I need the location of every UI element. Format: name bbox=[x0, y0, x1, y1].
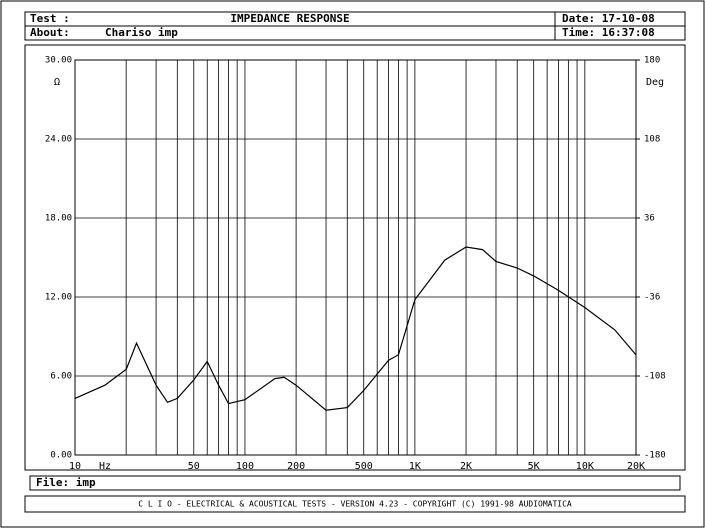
x-tick-label: 20K bbox=[627, 461, 645, 472]
banner-box bbox=[24, 495, 686, 513]
banner: C L I O - ELECTRICAL & ACOUSTICAL TESTS … bbox=[138, 500, 572, 509]
file-box bbox=[29, 475, 681, 491]
about-text: Chariso imp bbox=[105, 26, 178, 39]
date: Date: 17-10-08 bbox=[562, 12, 655, 25]
x-tick-label: 2K bbox=[460, 461, 472, 472]
x-tick-label: 1K bbox=[409, 461, 421, 472]
y-tick-label: 24.00 bbox=[45, 135, 72, 145]
y-unit: Ω bbox=[54, 77, 60, 88]
y-tick-label: 30.00 bbox=[45, 56, 72, 66]
x-tick-label: 100 bbox=[236, 461, 254, 472]
x-tick-label: 10K bbox=[576, 461, 594, 472]
test-label: Test : bbox=[30, 12, 70, 25]
y2-tick-label: 36 bbox=[644, 214, 655, 224]
time: Time: 16:37:08 bbox=[562, 26, 655, 39]
y-tick-label: 18.00 bbox=[45, 214, 72, 224]
file-name: File: imp bbox=[36, 476, 96, 489]
y-tick-label: 12.00 bbox=[45, 293, 72, 303]
x-tick-label: 200 bbox=[287, 461, 305, 472]
y2-tick-label: 180 bbox=[644, 56, 660, 66]
y-tick-label: 6.00 bbox=[50, 372, 72, 382]
y2-unit: Deg bbox=[646, 77, 664, 88]
chart-box bbox=[24, 44, 686, 471]
x-tick-label: 50 bbox=[188, 461, 200, 472]
y2-tick-label: -36 bbox=[644, 293, 660, 303]
impedance-curve bbox=[74, 246, 637, 411]
x-tick-label: 5K bbox=[528, 461, 540, 472]
about-label: About: bbox=[30, 26, 70, 39]
y-tick-label: 0.00 bbox=[50, 451, 72, 461]
y2-tick-label: 108 bbox=[644, 135, 660, 145]
title: IMPEDANCE RESPONSE bbox=[230, 12, 349, 25]
x-unit: Hz bbox=[99, 461, 111, 472]
y2-tick-label: -108 bbox=[644, 372, 666, 382]
x-tick-label: 10 bbox=[69, 461, 81, 472]
y2-tick-label: -180 bbox=[644, 451, 666, 461]
x-tick-label: 500 bbox=[355, 461, 373, 472]
